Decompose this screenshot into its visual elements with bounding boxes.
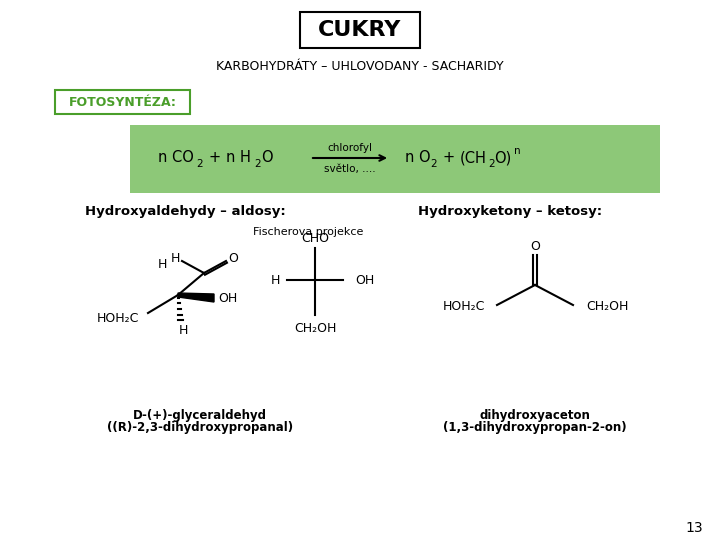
- Text: Hydroxyketony – ketosy:: Hydroxyketony – ketosy:: [418, 206, 602, 219]
- Text: H: H: [270, 273, 279, 287]
- Text: H: H: [171, 252, 180, 265]
- Text: dihydroxyaceton: dihydroxyaceton: [480, 408, 590, 422]
- Text: (CH: (CH: [460, 151, 487, 165]
- Text: ((R)-2,3-dihydroxypropanal): ((R)-2,3-dihydroxypropanal): [107, 422, 293, 435]
- Bar: [130, 125, 660, 193]
- Polygon shape: [178, 293, 214, 302]
- Text: 13: 13: [685, 521, 703, 535]
- Text: n O: n O: [405, 151, 431, 165]
- Text: HOH₂C: HOH₂C: [96, 312, 139, 325]
- Text: O: O: [261, 151, 273, 165]
- Text: CH₂OH: CH₂OH: [294, 321, 336, 334]
- Text: KARBOHYDRÁTY – UHLOVODANY - SACHARIDY: KARBOHYDRÁTY – UHLOVODANY - SACHARIDY: [216, 59, 504, 72]
- Text: (1,3-dihydroxypropan-2-on): (1,3-dihydroxypropan-2-on): [444, 422, 627, 435]
- Text: Hydroxyaldehydy – aldosy:: Hydroxyaldehydy – aldosy:: [85, 206, 285, 219]
- Text: 2: 2: [254, 159, 261, 169]
- Text: HOH₂C: HOH₂C: [443, 300, 485, 314]
- Text: H: H: [179, 325, 188, 338]
- Text: CH₂OH: CH₂OH: [586, 300, 628, 314]
- Bar: [300, 12, 420, 48]
- Text: O: O: [228, 253, 238, 266]
- Text: 2: 2: [430, 159, 436, 169]
- Text: CUKRY: CUKRY: [318, 20, 402, 40]
- Text: D-(+)-glyceraldehyd: D-(+)-glyceraldehyd: [133, 408, 267, 422]
- Text: +: +: [442, 151, 454, 165]
- Text: O: O: [530, 240, 540, 253]
- Text: n CO: n CO: [158, 151, 194, 165]
- Text: H: H: [157, 259, 167, 272]
- Text: n: n: [514, 146, 521, 156]
- Text: Fischerova projekce: Fischerova projekce: [253, 227, 363, 237]
- Text: světlo, ....: světlo, ....: [324, 164, 376, 174]
- Text: 2: 2: [196, 159, 202, 169]
- Bar: [55, 90, 190, 114]
- Text: O): O): [494, 151, 511, 165]
- Text: OH: OH: [218, 292, 238, 305]
- Text: OH: OH: [355, 273, 374, 287]
- Text: chlorofyl: chlorofyl: [328, 143, 372, 153]
- Text: FOTOSYNTÉZA:: FOTOSYNTÉZA:: [68, 96, 176, 109]
- Text: CHO: CHO: [301, 232, 329, 245]
- Text: n H: n H: [226, 151, 251, 165]
- Text: +: +: [208, 151, 220, 165]
- Text: 2: 2: [488, 159, 495, 169]
